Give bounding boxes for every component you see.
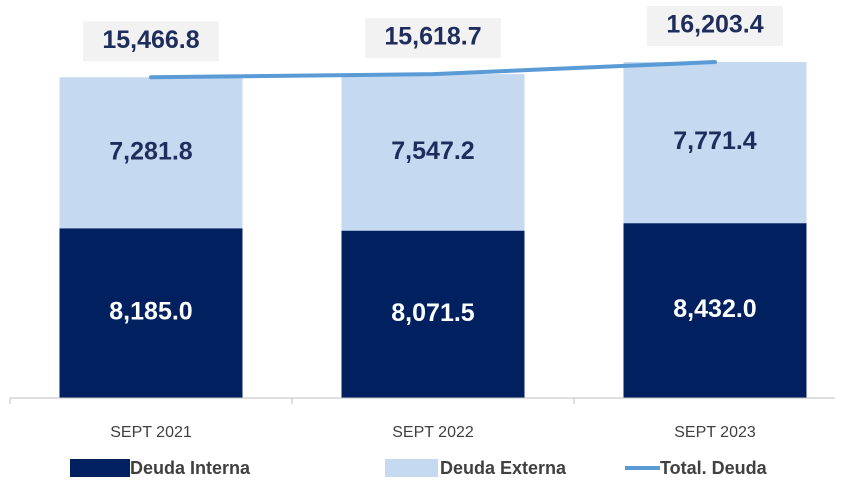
value-label: 7,281.8 bbox=[109, 137, 193, 165]
label-box bbox=[647, 6, 783, 46]
label-box bbox=[83, 21, 219, 62]
legend-swatch bbox=[70, 459, 130, 477]
legend-label: Total. Deuda bbox=[660, 458, 768, 478]
legend-swatch bbox=[385, 459, 438, 477]
value-label: 8,185.0 bbox=[109, 298, 192, 326]
bar bbox=[59, 77, 243, 229]
value-label: 7,771.4 bbox=[673, 127, 757, 155]
total-line bbox=[149, 60, 717, 80]
bar bbox=[59, 228, 243, 398]
label-box bbox=[365, 18, 501, 59]
x-tick-label: SEPT 2021 bbox=[110, 424, 192, 441]
x-tick-label: SEPT 2022 bbox=[392, 424, 474, 441]
total-label: 15,466.8 bbox=[102, 26, 199, 54]
total-label: 15,618.7 bbox=[384, 23, 481, 51]
legend-label: Deuda Interna bbox=[130, 458, 251, 478]
x-tick-label: SEPT 2023 bbox=[674, 424, 756, 441]
value-label: 8,071.5 bbox=[391, 299, 475, 327]
legend-label: Deuda Externa bbox=[440, 458, 567, 478]
bar bbox=[623, 62, 807, 224]
value-label: 7,547.2 bbox=[391, 137, 474, 165]
bar bbox=[341, 230, 525, 398]
bar bbox=[341, 74, 525, 231]
value-label: 8,432.0 bbox=[673, 295, 756, 323]
total-label: 16,203.4 bbox=[666, 11, 763, 39]
bar bbox=[623, 223, 807, 398]
